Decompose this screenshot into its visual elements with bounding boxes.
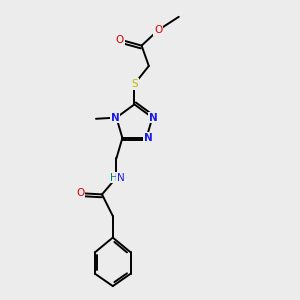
Text: N: N [149, 112, 158, 123]
Text: N: N [144, 133, 153, 143]
Text: H: H [110, 172, 117, 183]
Text: S: S [131, 79, 138, 89]
Text: N: N [111, 112, 120, 123]
Text: O: O [154, 25, 163, 35]
Text: O: O [76, 188, 85, 198]
Text: N: N [117, 172, 124, 183]
Text: O: O [116, 34, 124, 45]
